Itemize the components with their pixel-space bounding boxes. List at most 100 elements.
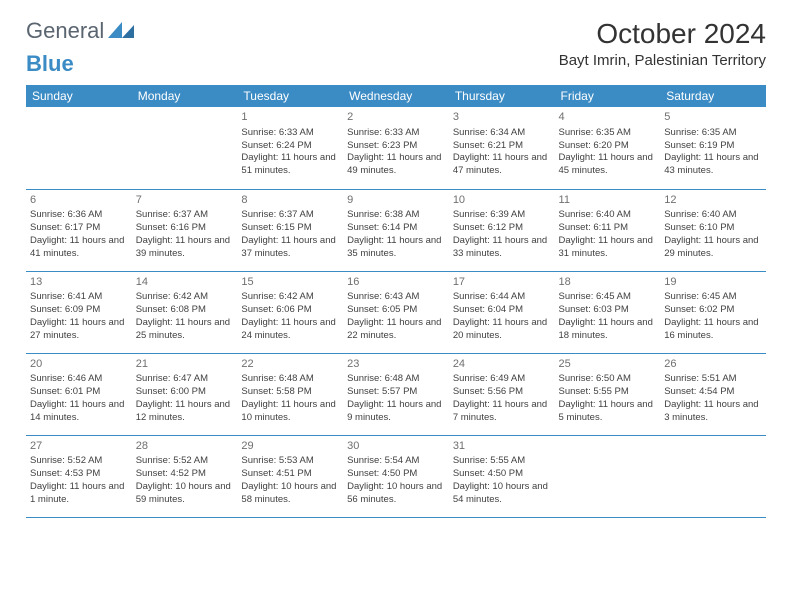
calendar-cell: [555, 435, 661, 517]
calendar-table: SundayMondayTuesdayWednesdayThursdayFrid…: [26, 85, 766, 518]
sunset-label: Sunset: 6:10 PM: [664, 222, 762, 235]
daylight-label: Daylight: 11 hours and 45 minutes.: [559, 152, 657, 178]
day-number: 14: [136, 275, 234, 290]
day-number: 20: [30, 357, 128, 372]
day-number: 6: [30, 193, 128, 208]
calendar-cell: 7Sunrise: 6:37 AMSunset: 6:16 PMDaylight…: [132, 189, 238, 271]
daylight-label: Daylight: 10 hours and 54 minutes.: [453, 481, 551, 507]
daylight-label: Daylight: 11 hours and 12 minutes.: [136, 399, 234, 425]
day-header: Wednesday: [343, 85, 449, 107]
sunset-label: Sunset: 6:19 PM: [664, 140, 762, 153]
sunrise-label: Sunrise: 6:40 AM: [559, 209, 657, 222]
calendar-row: 1Sunrise: 6:33 AMSunset: 6:24 PMDaylight…: [26, 107, 766, 189]
daylight-label: Daylight: 11 hours and 1 minute.: [30, 481, 128, 507]
sunset-label: Sunset: 6:20 PM: [559, 140, 657, 153]
daylight-label: Daylight: 10 hours and 59 minutes.: [136, 481, 234, 507]
sunset-label: Sunset: 6:15 PM: [241, 222, 339, 235]
calendar-cell: 11Sunrise: 6:40 AMSunset: 6:11 PMDayligh…: [555, 189, 661, 271]
daylight-label: Daylight: 11 hours and 27 minutes.: [30, 317, 128, 343]
calendar-cell: 19Sunrise: 6:45 AMSunset: 6:02 PMDayligh…: [660, 271, 766, 353]
calendar-cell: 23Sunrise: 6:48 AMSunset: 5:57 PMDayligh…: [343, 353, 449, 435]
calendar-row: 13Sunrise: 6:41 AMSunset: 6:09 PMDayligh…: [26, 271, 766, 353]
sunrise-label: Sunrise: 6:50 AM: [559, 373, 657, 386]
daylight-label: Daylight: 10 hours and 56 minutes.: [347, 481, 445, 507]
sunrise-label: Sunrise: 6:49 AM: [453, 373, 551, 386]
calendar-cell: [660, 435, 766, 517]
calendar-cell: 16Sunrise: 6:43 AMSunset: 6:05 PMDayligh…: [343, 271, 449, 353]
sunrise-label: Sunrise: 6:43 AM: [347, 291, 445, 304]
daylight-label: Daylight: 11 hours and 9 minutes.: [347, 399, 445, 425]
calendar-cell: 28Sunrise: 5:52 AMSunset: 4:52 PMDayligh…: [132, 435, 238, 517]
sunset-label: Sunset: 6:01 PM: [30, 386, 128, 399]
calendar-cell: 21Sunrise: 6:47 AMSunset: 6:00 PMDayligh…: [132, 353, 238, 435]
sunset-label: Sunset: 6:21 PM: [453, 140, 551, 153]
sunset-label: Sunset: 5:55 PM: [559, 386, 657, 399]
sunrise-label: Sunrise: 6:48 AM: [347, 373, 445, 386]
daylight-label: Daylight: 11 hours and 3 minutes.: [664, 399, 762, 425]
page-title: October 2024: [559, 18, 766, 50]
daylight-label: Daylight: 11 hours and 14 minutes.: [30, 399, 128, 425]
calendar-row: 20Sunrise: 6:46 AMSunset: 6:01 PMDayligh…: [26, 353, 766, 435]
calendar-cell: 6Sunrise: 6:36 AMSunset: 6:17 PMDaylight…: [26, 189, 132, 271]
calendar-cell: 26Sunrise: 5:51 AMSunset: 4:54 PMDayligh…: [660, 353, 766, 435]
calendar-cell: 9Sunrise: 6:38 AMSunset: 6:14 PMDaylight…: [343, 189, 449, 271]
sunrise-label: Sunrise: 6:48 AM: [241, 373, 339, 386]
sunrise-label: Sunrise: 6:45 AM: [559, 291, 657, 304]
day-number: 3: [453, 110, 551, 125]
logo: General: [26, 18, 138, 44]
day-number: 16: [347, 275, 445, 290]
daylight-label: Daylight: 11 hours and 20 minutes.: [453, 317, 551, 343]
sunrise-label: Sunrise: 5:51 AM: [664, 373, 762, 386]
day-number: 27: [30, 439, 128, 454]
daylight-label: Daylight: 10 hours and 58 minutes.: [241, 481, 339, 507]
daylight-label: Daylight: 11 hours and 41 minutes.: [30, 235, 128, 261]
daylight-label: Daylight: 11 hours and 35 minutes.: [347, 235, 445, 261]
sunrise-label: Sunrise: 6:34 AM: [453, 127, 551, 140]
day-number: 15: [241, 275, 339, 290]
day-number: 1: [241, 110, 339, 125]
sunrise-label: Sunrise: 6:40 AM: [664, 209, 762, 222]
day-number: 2: [347, 110, 445, 125]
day-header: Thursday: [449, 85, 555, 107]
day-number: 19: [664, 275, 762, 290]
calendar-cell: 29Sunrise: 5:53 AMSunset: 4:51 PMDayligh…: [237, 435, 343, 517]
calendar-cell: 14Sunrise: 6:42 AMSunset: 6:08 PMDayligh…: [132, 271, 238, 353]
sunrise-label: Sunrise: 5:53 AM: [241, 455, 339, 468]
calendar-cell: 5Sunrise: 6:35 AMSunset: 6:19 PMDaylight…: [660, 107, 766, 189]
calendar-cell: 15Sunrise: 6:42 AMSunset: 6:06 PMDayligh…: [237, 271, 343, 353]
day-header: Tuesday: [237, 85, 343, 107]
daylight-label: Daylight: 11 hours and 10 minutes.: [241, 399, 339, 425]
day-number: 11: [559, 193, 657, 208]
day-number: 4: [559, 110, 657, 125]
sunset-label: Sunset: 5:57 PM: [347, 386, 445, 399]
sunset-label: Sunset: 4:50 PM: [453, 468, 551, 481]
sunset-label: Sunset: 6:05 PM: [347, 304, 445, 317]
day-number: 17: [453, 275, 551, 290]
daylight-label: Daylight: 11 hours and 39 minutes.: [136, 235, 234, 261]
sunrise-label: Sunrise: 5:55 AM: [453, 455, 551, 468]
calendar-cell: 3Sunrise: 6:34 AMSunset: 6:21 PMDaylight…: [449, 107, 555, 189]
day-header: Monday: [132, 85, 238, 107]
calendar-row: 6Sunrise: 6:36 AMSunset: 6:17 PMDaylight…: [26, 189, 766, 271]
daylight-label: Daylight: 11 hours and 24 minutes.: [241, 317, 339, 343]
location-label: Bayt Imrin, Palestinian Territory: [559, 52, 766, 69]
day-header: Sunday: [26, 85, 132, 107]
calendar-cell: 8Sunrise: 6:37 AMSunset: 6:15 PMDaylight…: [237, 189, 343, 271]
logo-text-general: General: [26, 20, 104, 42]
sunrise-label: Sunrise: 6:37 AM: [241, 209, 339, 222]
sunset-label: Sunset: 4:51 PM: [241, 468, 339, 481]
daylight-label: Daylight: 11 hours and 5 minutes.: [559, 399, 657, 425]
daylight-label: Daylight: 11 hours and 43 minutes.: [664, 152, 762, 178]
calendar-cell: 27Sunrise: 5:52 AMSunset: 4:53 PMDayligh…: [26, 435, 132, 517]
sunrise-label: Sunrise: 6:37 AM: [136, 209, 234, 222]
sunset-label: Sunset: 6:11 PM: [559, 222, 657, 235]
sunset-label: Sunset: 6:02 PM: [664, 304, 762, 317]
logo-text-blue: Blue: [26, 53, 74, 75]
calendar-cell: 22Sunrise: 6:48 AMSunset: 5:58 PMDayligh…: [237, 353, 343, 435]
day-number: 5: [664, 110, 762, 125]
calendar-cell: 20Sunrise: 6:46 AMSunset: 6:01 PMDayligh…: [26, 353, 132, 435]
calendar-cell: 10Sunrise: 6:39 AMSunset: 6:12 PMDayligh…: [449, 189, 555, 271]
calendar-cell: 17Sunrise: 6:44 AMSunset: 6:04 PMDayligh…: [449, 271, 555, 353]
calendar-cell: 13Sunrise: 6:41 AMSunset: 6:09 PMDayligh…: [26, 271, 132, 353]
sunrise-label: Sunrise: 5:52 AM: [136, 455, 234, 468]
